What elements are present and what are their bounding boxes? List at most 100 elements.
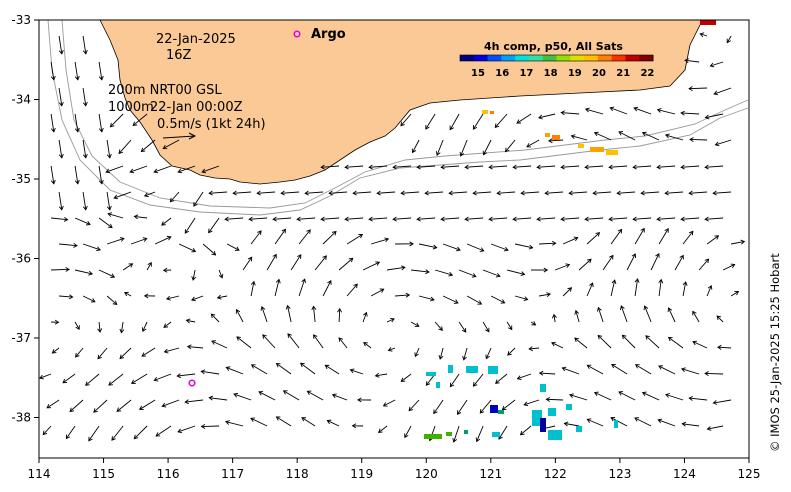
current-vector bbox=[59, 294, 74, 300]
current-vector bbox=[526, 139, 540, 148]
current-vector bbox=[250, 230, 262, 245]
x-tick-label: 117 bbox=[221, 467, 244, 481]
current-vector bbox=[287, 333, 300, 349]
y-axis: -33 -34 -35 -36 -37 -38 bbox=[11, 13, 39, 425]
current-vector bbox=[488, 164, 508, 170]
current-vector bbox=[726, 35, 732, 44]
colorbar-tick-label: 17 bbox=[519, 68, 533, 79]
current-vector bbox=[608, 216, 628, 222]
current-vector bbox=[177, 425, 196, 434]
current-vector bbox=[692, 340, 708, 349]
argo-float-marker[interactable] bbox=[188, 379, 196, 387]
current-vector bbox=[464, 164, 484, 170]
current-vector bbox=[688, 190, 708, 196]
current-vector bbox=[709, 61, 724, 68]
colorbar-swatch bbox=[611, 55, 626, 61]
current-vector bbox=[495, 373, 508, 384]
current-vector bbox=[274, 278, 281, 297]
current-vector bbox=[218, 269, 224, 279]
current-vectors bbox=[39, 32, 746, 443]
current-vector bbox=[414, 347, 420, 358]
current-vector bbox=[682, 281, 688, 297]
current-vector bbox=[320, 164, 340, 170]
current-vector bbox=[536, 164, 556, 170]
current-vector bbox=[680, 110, 700, 116]
current-vector bbox=[106, 191, 112, 211]
hour-label: 16Z bbox=[166, 48, 192, 63]
current-vector bbox=[704, 216, 724, 222]
current-vector bbox=[290, 254, 302, 271]
current-vector bbox=[163, 321, 172, 328]
current-vector bbox=[258, 391, 276, 401]
current-vector bbox=[216, 294, 228, 300]
current-vector bbox=[280, 190, 300, 196]
plot-frame bbox=[38, 19, 750, 459]
current-vector bbox=[250, 364, 268, 375]
current-vector bbox=[530, 321, 537, 326]
current-vector bbox=[266, 253, 277, 271]
current-vector bbox=[645, 335, 660, 349]
x-tick-label: 119 bbox=[350, 467, 373, 481]
current-vector bbox=[344, 216, 364, 222]
current-vector bbox=[51, 267, 70, 272]
current-vector bbox=[225, 420, 244, 427]
current-vector bbox=[699, 32, 708, 38]
current-vector bbox=[50, 61, 56, 81]
current-vector bbox=[538, 113, 556, 120]
current-vector bbox=[186, 344, 204, 350]
current-vector bbox=[322, 279, 332, 297]
current-vector bbox=[233, 392, 252, 401]
current-vector bbox=[351, 423, 364, 429]
current-vector bbox=[425, 113, 436, 130]
current-vector bbox=[667, 307, 676, 323]
colorbar-tick-label: 19 bbox=[568, 68, 582, 79]
current-vector bbox=[404, 425, 412, 439]
current-vector bbox=[531, 267, 549, 273]
colorbar-swatch bbox=[487, 55, 502, 61]
analysis-time-label: 22-Jan 00:00Z bbox=[150, 100, 243, 115]
current-vector bbox=[722, 263, 736, 271]
current-vector bbox=[39, 373, 52, 380]
current-vector bbox=[410, 321, 420, 327]
current-vector bbox=[98, 61, 104, 81]
current-vector bbox=[82, 35, 88, 55]
colorbar-swatch bbox=[460, 55, 475, 61]
current-vector bbox=[713, 87, 732, 96]
current-vector bbox=[74, 165, 80, 185]
current-vector bbox=[130, 373, 148, 384]
current-vector bbox=[479, 399, 492, 414]
contour-200m bbox=[47, 19, 749, 216]
current-vector bbox=[74, 113, 80, 133]
current-vector bbox=[434, 269, 454, 277]
current-vector bbox=[488, 216, 508, 222]
contours-label: 200m NRT00 GSL bbox=[108, 83, 222, 98]
current-vector bbox=[539, 240, 557, 246]
x-tick-label: 123 bbox=[608, 467, 631, 481]
y-tick-label: -35 bbox=[11, 172, 31, 186]
current-vector bbox=[338, 257, 354, 271]
vector-scale-label: 0.5m/s (1kt 24h) bbox=[157, 117, 266, 132]
current-vector bbox=[552, 313, 557, 323]
current-vector bbox=[97, 321, 103, 333]
current-vector bbox=[299, 362, 316, 375]
current-vector bbox=[574, 309, 580, 323]
current-vector bbox=[132, 113, 148, 127]
current-vector bbox=[516, 113, 532, 124]
current-vector bbox=[536, 216, 556, 222]
current-vector bbox=[610, 417, 628, 427]
current-vector bbox=[562, 236, 579, 245]
current-vector bbox=[459, 139, 468, 157]
current-vector bbox=[544, 190, 564, 196]
current-vector bbox=[282, 390, 300, 401]
current-vector bbox=[395, 292, 411, 298]
current-vector bbox=[58, 35, 64, 55]
current-vector bbox=[512, 164, 532, 170]
current-vector bbox=[466, 243, 485, 252]
current-vector bbox=[109, 113, 124, 128]
colorbar-tick-label: 21 bbox=[616, 68, 630, 79]
current-vector bbox=[74, 217, 91, 226]
current-vector bbox=[346, 233, 364, 245]
current-vector bbox=[85, 373, 100, 386]
current-vector bbox=[640, 190, 660, 196]
current-vector bbox=[621, 334, 636, 349]
